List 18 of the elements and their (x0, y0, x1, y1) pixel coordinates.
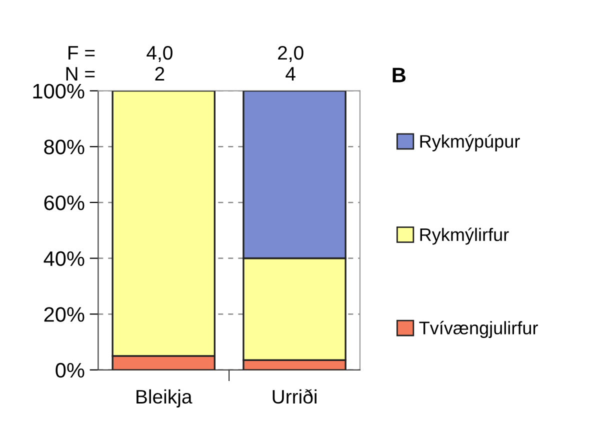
y-tick-label: 20% (44, 307, 84, 322)
text: 4 (286, 67, 296, 80)
text: 2 (155, 66, 164, 80)
x-tick-label: Urriði (272, 389, 316, 404)
y-tick-label: 100% (33, 84, 84, 99)
y-tick-label: 40% (44, 251, 84, 266)
y-tick-label: 60% (44, 195, 84, 210)
y-tick-label: 80% (44, 140, 84, 154)
y-tick-label: 0% (56, 362, 84, 378)
legend-label: Rykmýlirfur (420, 228, 509, 245)
text: N = (66, 67, 95, 80)
legend-label: Rykmýpúpur (420, 134, 520, 152)
text: 4,0 (146, 46, 172, 62)
text: B (392, 68, 406, 82)
x-tick-label: Bleikja (136, 389, 192, 408)
text: 2,0 (278, 46, 304, 62)
text: F = (68, 46, 95, 60)
legend-label: Tvívængjulirfur (419, 320, 538, 338)
